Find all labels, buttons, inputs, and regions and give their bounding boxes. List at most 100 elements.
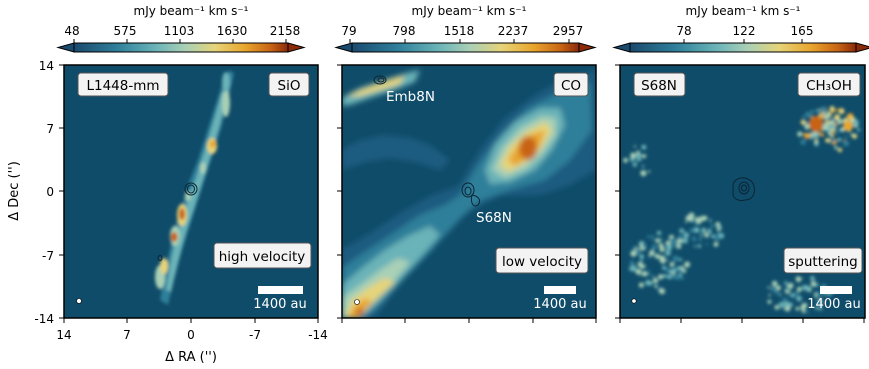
emission-speckle bbox=[801, 309, 806, 314]
emission-speckle bbox=[642, 154, 647, 159]
panel-3-regime-box bbox=[783, 247, 863, 274]
emission-speckle bbox=[714, 235, 720, 241]
emission-speckle bbox=[796, 278, 801, 283]
emission-speckle bbox=[852, 119, 859, 126]
emission-speckle bbox=[652, 277, 659, 284]
emission-speckle bbox=[711, 234, 716, 239]
emission-speckle bbox=[685, 220, 688, 223]
emission-speckle bbox=[710, 224, 714, 228]
colorbar-2-tick: 79 bbox=[341, 24, 356, 38]
y-tick: 7 bbox=[46, 122, 54, 136]
emission-speckle bbox=[788, 302, 793, 308]
colorbar-2-tick: 2957 bbox=[553, 24, 584, 38]
annotation-emb8n: Emb8N bbox=[386, 89, 435, 105]
emission-speckle bbox=[672, 255, 679, 262]
emission-speckle bbox=[654, 284, 658, 288]
emission-speckle bbox=[849, 116, 853, 120]
panel-2: Emb8N S68N CO low velocity 1400 au bbox=[337, 64, 597, 323]
colorbar-3-max-arrow bbox=[855, 42, 869, 53]
emission-speckle bbox=[810, 280, 817, 287]
panel-1-emission bbox=[76, 70, 234, 305]
emission-speckle bbox=[639, 274, 642, 277]
emission-speckle bbox=[682, 269, 687, 273]
emission-speckle bbox=[675, 245, 679, 249]
y-tick: -14 bbox=[34, 312, 54, 326]
emission-speckle bbox=[783, 301, 790, 307]
colorbar-2: mJy beam⁻¹ km s⁻¹ 79 798 1518 2237 2957 bbox=[334, 4, 597, 53]
emission-speckle bbox=[685, 215, 692, 222]
emission-speckle bbox=[647, 255, 651, 259]
emission-speckle bbox=[771, 280, 778, 287]
panel-3: S68N CH₃OH sputtering 1400 au bbox=[615, 64, 866, 323]
emission-speckle bbox=[787, 282, 794, 289]
emission-speckle bbox=[648, 250, 655, 257]
emission-speckle bbox=[778, 301, 785, 308]
emission-speckle bbox=[676, 266, 682, 271]
emission-speckle bbox=[814, 133, 820, 139]
emission-speckle bbox=[646, 272, 651, 277]
beam-ellipse-3 bbox=[631, 298, 637, 304]
emission-speckle bbox=[800, 139, 806, 145]
emission-speckle bbox=[683, 232, 689, 238]
emission-speckle bbox=[718, 232, 725, 239]
colorbar-1: mJy beam⁻¹ km s⁻¹ 48 575 1103 1630 2158 bbox=[56, 4, 306, 53]
emission-speckle bbox=[829, 106, 835, 112]
emission-speckle bbox=[831, 120, 834, 123]
colorbar-2-max-arrow bbox=[578, 42, 597, 53]
emission-speckle bbox=[636, 150, 640, 155]
emission-speckle bbox=[698, 237, 703, 242]
emission-speckle bbox=[639, 254, 644, 259]
panel-1-source-box bbox=[77, 72, 169, 97]
emission-speckle bbox=[802, 115, 805, 119]
panel-2-scalebar-label: 1400 au bbox=[533, 297, 586, 312]
emission-speckle bbox=[675, 274, 681, 281]
emission-speckle bbox=[800, 277, 803, 280]
colorbar-3-label: mJy beam⁻¹ km s⁻¹ bbox=[686, 4, 801, 18]
emission-peak bbox=[843, 121, 853, 131]
emission-speckle bbox=[654, 253, 660, 259]
emission-speckle bbox=[800, 305, 806, 311]
emission-speckle bbox=[800, 119, 806, 125]
emission-speckle bbox=[704, 232, 709, 237]
emission-speckle bbox=[630, 152, 637, 159]
emission-speckle bbox=[684, 261, 691, 268]
emission-speckle bbox=[815, 299, 822, 305]
emission-speckle bbox=[784, 281, 788, 285]
emission-speckle bbox=[814, 306, 819, 310]
emission-speckle bbox=[782, 297, 787, 302]
beam-ellipse-2 bbox=[354, 299, 360, 305]
colorbar-2-tick: 2237 bbox=[498, 24, 529, 38]
panel-1-regime-label: high velocity bbox=[219, 249, 305, 265]
emission-speckle bbox=[857, 128, 861, 132]
emission-speckle bbox=[659, 246, 665, 253]
emission-speckle bbox=[693, 227, 700, 233]
emission-speckle bbox=[639, 257, 644, 262]
panel-1-scalebar-label: 1400 au bbox=[253, 297, 306, 312]
panel-3-emission bbox=[623, 106, 861, 314]
emission-speckle bbox=[715, 221, 721, 227]
emission-speckle bbox=[666, 258, 670, 262]
emission-speckle bbox=[844, 117, 848, 122]
emission-speckle bbox=[709, 219, 712, 222]
emission-speckle bbox=[824, 120, 827, 123]
emission-speckle bbox=[667, 274, 672, 280]
emission-speckle bbox=[818, 131, 822, 135]
emission-speckle bbox=[661, 265, 666, 270]
emission-speckle bbox=[837, 137, 842, 142]
emission-speckle bbox=[630, 250, 637, 257]
emission-speckle bbox=[648, 269, 651, 272]
emission-speckle bbox=[795, 306, 800, 311]
panel-1: L1448-mm SiO high velocity 1400 au 14 7 … bbox=[7, 59, 328, 365]
emission-speckle bbox=[652, 275, 655, 278]
y-tick: 14 bbox=[39, 59, 54, 73]
emission-speckle bbox=[808, 289, 811, 293]
panel-1-source-label: L1448-mm bbox=[86, 78, 159, 94]
colorbar-1-tick: 1103 bbox=[164, 24, 195, 38]
emission-speckle bbox=[675, 271, 678, 274]
x-tick: 7 bbox=[123, 328, 131, 342]
colorbar-2-min-arrow bbox=[334, 42, 353, 53]
emission-speckle bbox=[832, 132, 835, 135]
emission-speckle bbox=[837, 147, 843, 153]
emission-speckle bbox=[635, 159, 638, 162]
